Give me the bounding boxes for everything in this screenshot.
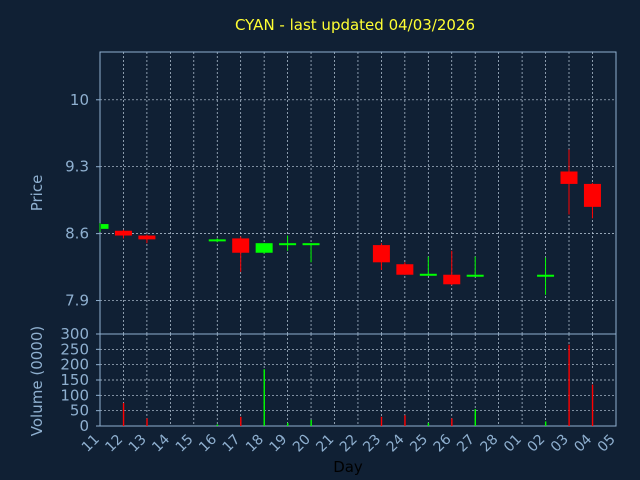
volume-tick-label: 300	[60, 325, 89, 343]
candle	[537, 257, 555, 295]
volume-bar	[474, 409, 476, 426]
candle	[443, 250, 461, 286]
volume-bar	[146, 418, 148, 426]
volume-series	[122, 344, 594, 426]
volume-tick-label: 200	[60, 356, 89, 374]
price-tick-label: 10	[70, 91, 89, 109]
candle	[208, 238, 226, 243]
candle	[419, 256, 437, 276]
candle	[255, 243, 273, 254]
volume-bar	[404, 415, 406, 426]
candle-body	[232, 238, 250, 253]
candle-body	[443, 274, 461, 285]
candle	[279, 235, 297, 251]
price-y-ticks: 7.9 8.6 9.3 10	[65, 91, 100, 310]
candle	[396, 262, 414, 275]
candle	[583, 182, 601, 219]
x-axis-label: Day	[333, 458, 363, 476]
candle-body	[101, 224, 109, 229]
candle	[138, 234, 156, 244]
volume-axis-label: Volume (0000)	[28, 326, 46, 436]
price-tick-label: 9.3	[65, 158, 89, 176]
volume-bar	[451, 418, 453, 426]
volume-bar	[263, 369, 265, 426]
volume-bar	[122, 403, 125, 426]
candle-body	[583, 183, 601, 207]
candle	[302, 243, 320, 263]
candle	[114, 229, 132, 239]
candle-body	[208, 239, 226, 242]
volume-bar	[544, 421, 547, 426]
x-ticks: 11 12 13 14 15 16 17 18 19 20 21 22 23 24 25 26 27 28 01 02…	[79, 431, 619, 455]
volume-tick-label: 150	[60, 371, 89, 389]
candle-body	[372, 245, 390, 263]
volume-tick-label: 50	[70, 402, 89, 420]
candle	[466, 256, 484, 277]
candle-body	[560, 171, 578, 184]
candle	[372, 243, 390, 270]
volume-bar	[591, 384, 594, 426]
price-grid	[100, 52, 616, 334]
candle-body	[537, 274, 555, 277]
candlestick-series	[99, 149, 601, 295]
candle-body	[466, 274, 484, 277]
volume-tick-label: 100	[60, 386, 89, 404]
volume-bar	[310, 419, 312, 426]
volume-bar	[380, 416, 383, 426]
volume-bar	[216, 424, 219, 426]
price-axis-label: Price	[28, 175, 46, 212]
candle-body	[279, 243, 297, 246]
candle	[560, 149, 578, 215]
chart-title: CYAN - last updated 04/03/2026	[235, 16, 475, 34]
candle-body	[396, 264, 414, 275]
volume-bar	[568, 344, 570, 426]
candle-body	[255, 243, 273, 253]
candle-body	[302, 243, 320, 246]
candle	[232, 236, 250, 272]
price-tick-label: 8.6	[65, 225, 89, 243]
volume-bar	[240, 416, 242, 426]
volume-bar	[287, 422, 289, 426]
price-tick-label: 7.9	[65, 292, 89, 310]
volume-bar	[427, 422, 430, 426]
candle	[99, 223, 109, 232]
volume-tick-label: 250	[60, 340, 89, 358]
volume-grid	[100, 334, 616, 426]
candle-body	[114, 230, 132, 236]
candle-body	[138, 235, 156, 240]
candle-body	[419, 273, 437, 276]
volume-tick-label: 0	[79, 417, 89, 435]
